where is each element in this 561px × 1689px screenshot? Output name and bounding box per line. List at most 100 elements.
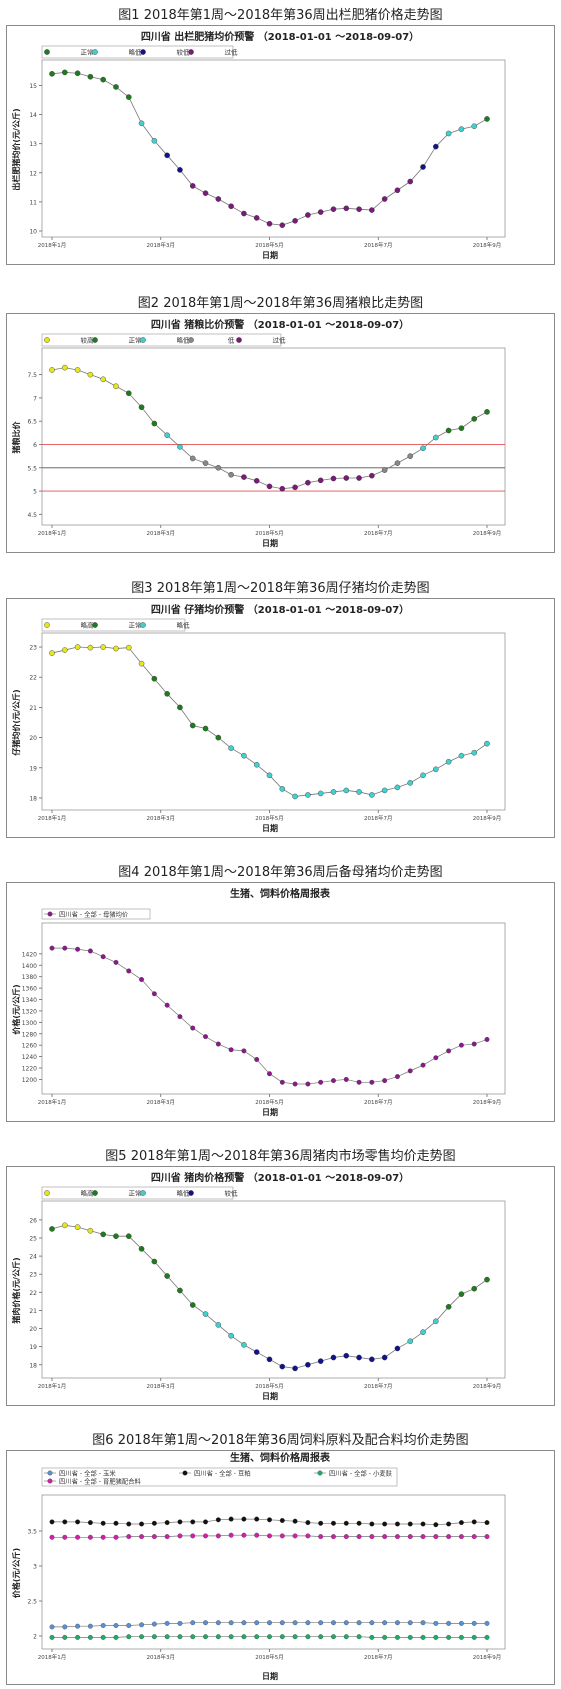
legend-label: 低 [228, 336, 235, 345]
data-point [177, 1533, 183, 1539]
data-point [279, 1634, 285, 1640]
x-tick-label: 2018年7月 [364, 814, 393, 822]
data-point [113, 1534, 119, 1540]
legend-box [41, 1186, 234, 1200]
y-tick-label: 26 [29, 1217, 37, 1224]
data-point [381, 467, 388, 473]
data-point [420, 1634, 426, 1640]
data-point [100, 644, 106, 650]
y-tick-label: 6.5 [27, 419, 37, 426]
data-point [254, 1634, 260, 1640]
legend-label: 正常 [129, 621, 142, 630]
legend-label: 略低 [129, 48, 143, 57]
data-point [113, 383, 119, 390]
data-point [241, 1620, 247, 1626]
data-point [420, 1062, 426, 1068]
data-point [203, 1634, 208, 1640]
data-point [215, 1620, 221, 1626]
data-point [484, 1037, 490, 1042]
y-tick-label: 13 [29, 141, 37, 148]
data-point [279, 786, 286, 792]
data-point [49, 650, 55, 656]
y-tick-label: 1280 [22, 1031, 37, 1038]
data-point [318, 1520, 324, 1526]
data-point [177, 167, 183, 173]
data-point [305, 1520, 311, 1526]
data-point [49, 367, 55, 373]
data-point [49, 1634, 55, 1640]
y-tick-label: 2 [33, 1634, 37, 1641]
y-tick-label: 1200 [22, 1077, 37, 1084]
data-point [87, 1227, 94, 1234]
data-point [446, 1534, 452, 1540]
data-point [267, 1517, 272, 1523]
data-point [407, 1634, 413, 1640]
data-point [445, 130, 452, 137]
plot-area [41, 1200, 506, 1379]
data-point [74, 1224, 81, 1230]
data-point [356, 475, 362, 481]
data-point [433, 766, 439, 773]
data-point [331, 1634, 336, 1640]
y-tick-label: 22 [29, 1290, 37, 1297]
legend-label: 正常 [129, 336, 142, 345]
x-tick-label: 2018年5月 [255, 814, 284, 822]
data-point [433, 434, 439, 441]
data-point [433, 143, 439, 150]
data-point [394, 1620, 400, 1626]
legend-marker [188, 1190, 194, 1196]
data-point [407, 1620, 413, 1626]
data-point [292, 1518, 298, 1524]
figure-1-caption: 图1 2018年第1周～2018年第36周出栏肥猪价格走势图 [118, 8, 443, 23]
x-tick-label: 2018年9月 [473, 1382, 502, 1390]
data-point [369, 792, 375, 798]
x-tick-label: 2018年3月 [147, 529, 176, 537]
data-point [394, 1345, 401, 1352]
data-point [138, 1246, 145, 1252]
data-point [343, 1534, 349, 1540]
data-point [292, 218, 298, 224]
legend-marker [188, 337, 194, 343]
y-tick-label: 11 [29, 199, 37, 206]
legend-marker [140, 622, 146, 628]
y-tick-label: 5 [33, 489, 37, 496]
data-point [446, 1620, 452, 1626]
x-tick-label: 2018年7月 [364, 529, 393, 537]
chart-title: 四川省 猪粮比价预警 （2018-01-01 ～2018-09-07） [151, 318, 409, 331]
legend-label: 四川省 - 全部 - 豆粕 [194, 1468, 251, 1477]
x-tick-label: 2018年3月 [147, 1382, 176, 1390]
y-tick-label: 23 [29, 645, 37, 652]
x-tick-label: 2018年9月 [473, 529, 502, 537]
data-point [458, 1620, 464, 1626]
legend-marker [92, 622, 98, 628]
data-point [215, 1533, 221, 1539]
figure-4-caption: 图4 2018年第1周～2018年第36周后备母猪均价走势图 [118, 865, 443, 880]
legend-label: 略低 [177, 621, 191, 630]
data-point [61, 364, 68, 371]
y-tick-label: 20 [29, 1326, 37, 1333]
data-point [279, 1533, 285, 1539]
data-point [87, 1623, 93, 1629]
data-point [420, 1534, 426, 1540]
data-point [394, 1074, 400, 1080]
data-point [381, 787, 388, 794]
data-point [241, 210, 247, 217]
legend-box [41, 333, 282, 347]
plot-area [41, 632, 506, 811]
data-point [151, 1621, 157, 1627]
data-point [228, 1516, 234, 1522]
data-point [433, 1634, 439, 1640]
x-tick-label: 2018年1月 [38, 1653, 67, 1661]
data-point [267, 1634, 272, 1640]
data-point [113, 1520, 119, 1526]
data-point [407, 453, 414, 459]
legend-label: 较低 [225, 1189, 239, 1198]
data-point [75, 1534, 81, 1540]
legend-box [41, 1467, 398, 1487]
data-point [356, 1079, 362, 1085]
chart-panel-1: 四川省 出栏肥猪均价预警 （2018-01-01 ～2018-09-07） 10 1… [6, 25, 555, 265]
data-point [113, 645, 119, 652]
data-point [471, 1534, 477, 1540]
data-point [433, 1318, 439, 1325]
y-tick-label: 1260 [22, 1043, 37, 1050]
